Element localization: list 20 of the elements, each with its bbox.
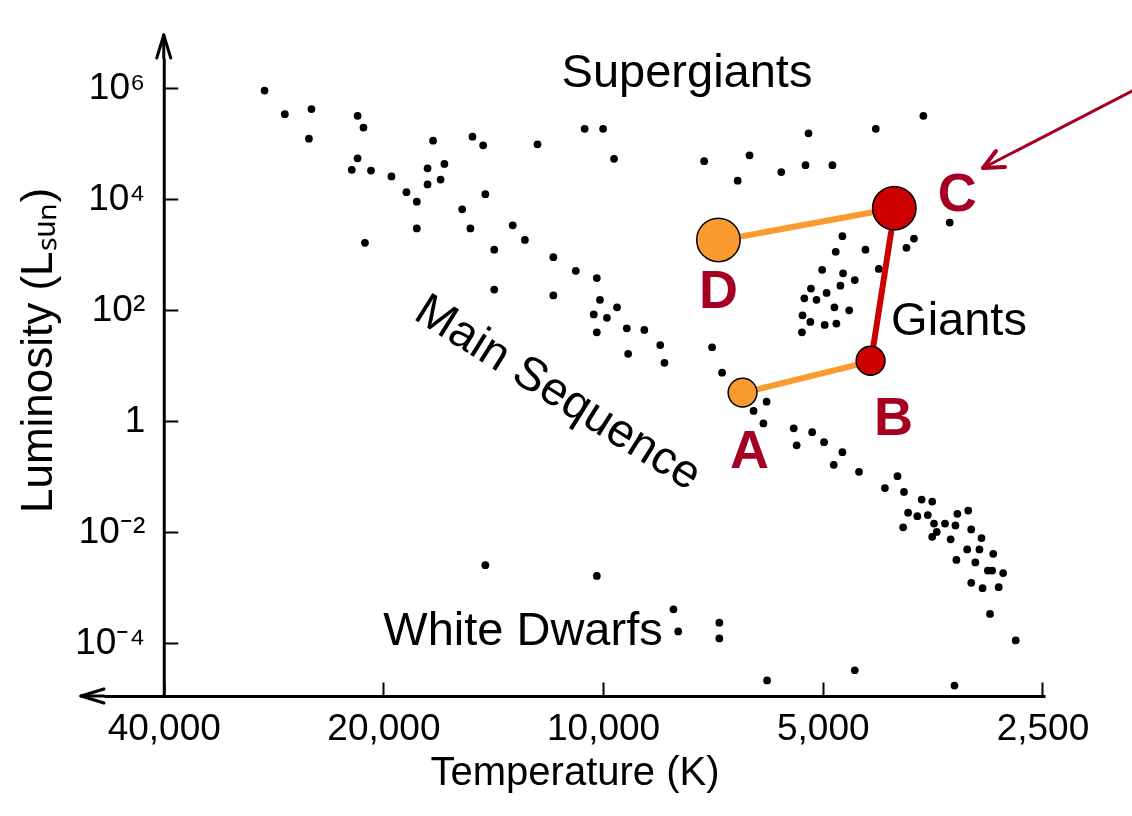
annotation: A <box>730 418 770 479</box>
annotation: Giants <box>891 292 1027 345</box>
x-tick-label: 2,500 <box>996 706 1090 748</box>
y-axis-title: Luminosity (Lₛᵤₙ) <box>11 187 61 514</box>
y-tick-label: 10⁻² <box>78 510 146 552</box>
y-tick-label: 10⁴ <box>88 177 146 219</box>
y-tick-label: 10² <box>91 288 146 330</box>
x-tick-label: 40,000 <box>107 706 221 748</box>
x-axis-title: Temperature (K) <box>430 748 720 793</box>
x-tick-label: 10,000 <box>547 706 661 748</box>
annotation: White Dwarfs <box>383 602 663 655</box>
annotation: Supergiants <box>561 44 813 97</box>
x-tick-label: 20,000 <box>327 706 441 748</box>
annotation: C <box>937 162 977 223</box>
annotation: D <box>698 258 738 319</box>
x-tick-label: 5,000 <box>776 706 870 748</box>
y-tick-label: 10⁻⁴ <box>75 621 146 663</box>
y-tick-label: 1 <box>124 399 146 441</box>
y-tick-label: 10⁶ <box>88 66 146 108</box>
annotation: B <box>874 385 914 446</box>
